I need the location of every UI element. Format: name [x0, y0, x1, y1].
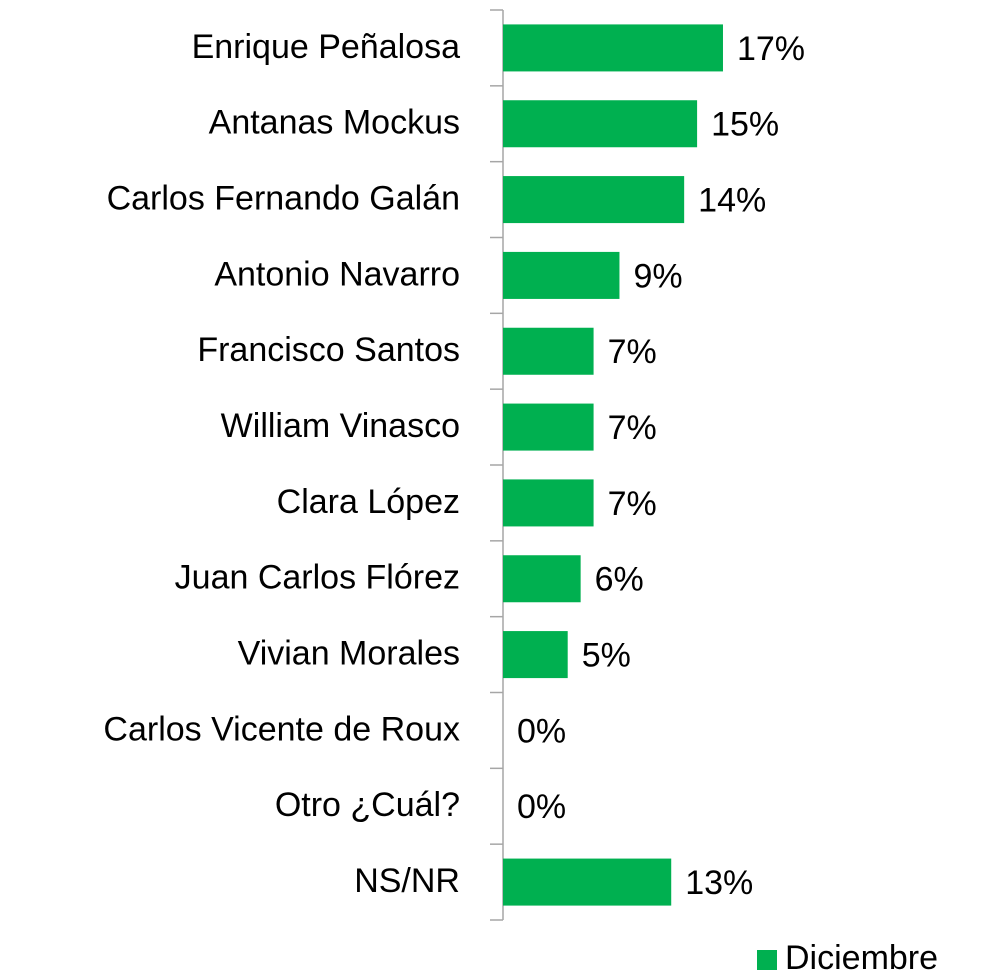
- data-label: 9%: [633, 257, 682, 295]
- category-label: Juan Carlos Flórez: [175, 559, 460, 597]
- data-label: 5%: [582, 637, 631, 675]
- data-label: 17%: [737, 30, 805, 68]
- bar: [503, 858, 672, 906]
- bar: [503, 555, 581, 603]
- data-label: 7%: [608, 333, 657, 371]
- category-label: Otro ¿Cuál?: [275, 786, 460, 824]
- category-label: Antonio Navarro: [214, 255, 460, 293]
- category-label: Francisco Santos: [197, 331, 460, 369]
- category-label: Antanas Mockus: [209, 104, 460, 142]
- data-label: 7%: [608, 409, 657, 447]
- bar: [503, 176, 685, 224]
- data-label: 15%: [711, 106, 779, 144]
- category-label: NS/NR: [354, 862, 460, 900]
- bar: [503, 631, 568, 679]
- bar: [503, 100, 698, 148]
- bar: [503, 479, 594, 527]
- bar: [503, 251, 620, 299]
- bar: [503, 327, 594, 375]
- data-label: 7%: [608, 485, 657, 523]
- data-label: 6%: [595, 561, 644, 599]
- bar: [503, 24, 723, 72]
- data-label: 0%: [517, 712, 566, 750]
- category-label: Enrique Peñalosa: [192, 28, 461, 66]
- category-label: Clara López: [277, 483, 460, 521]
- legend-label: Diciembre: [785, 939, 938, 972]
- category-label: Carlos Vicente de Roux: [103, 710, 460, 748]
- category-label: Carlos Fernando Galán: [107, 180, 460, 218]
- data-label: 0%: [517, 788, 566, 826]
- legend-swatch: [757, 950, 777, 970]
- bar: [503, 403, 594, 451]
- category-label: William Vinasco: [221, 407, 460, 445]
- data-label: 13%: [685, 864, 753, 902]
- category-label: Vivian Morales: [238, 635, 460, 673]
- data-label: 14%: [698, 182, 766, 220]
